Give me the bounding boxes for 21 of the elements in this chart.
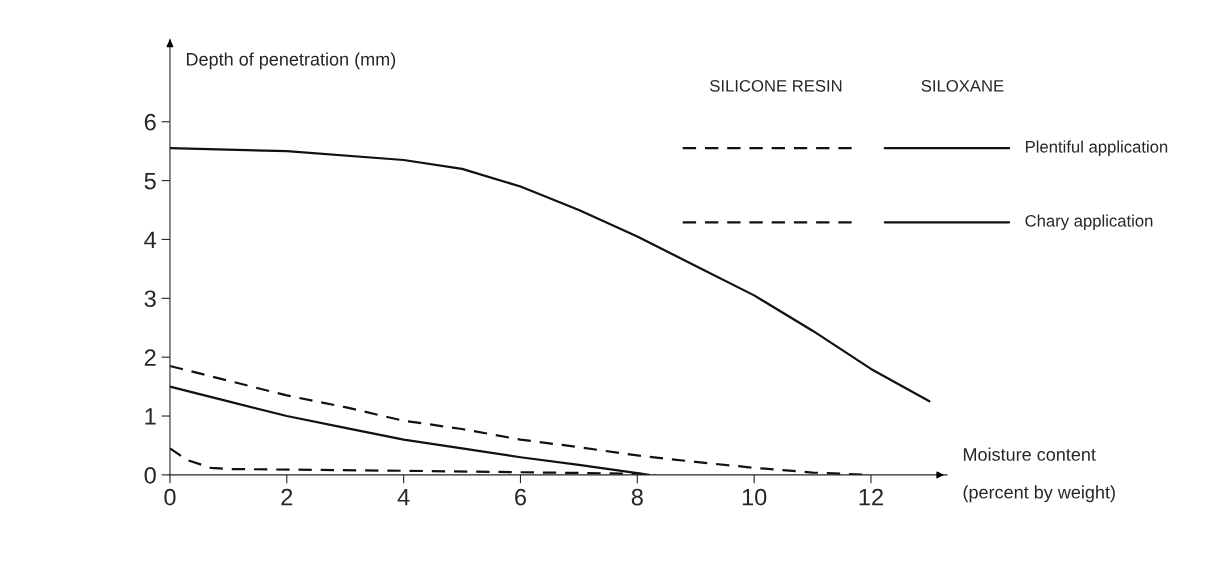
y-tick-label: 6 [144,113,156,131]
y-tick-label: 1 [145,408,156,425]
y-tick-label: 0 [144,466,156,484]
x-tick-label: 10 [742,488,767,506]
y-tick-label: 2 [144,349,156,366]
y-tick-label: 5 [144,172,156,190]
x-tick-label: 0 [164,488,176,506]
x-tick-label: 2 [281,488,293,506]
x-tick-label: 12 [859,488,883,506]
text: Chary application [1025,214,1153,231]
text: Plentiful application [1025,140,1168,156]
y-tick-label: 3 [144,290,156,308]
x-tick-label: 4 [397,488,410,506]
y-tick-label: 4 [144,231,157,249]
annotation: SILOXANE [921,79,1004,92]
x-tick-label: 8 [631,488,643,506]
text: Moisture content (percent by weight) [963,447,1115,503]
line-series [169,147,931,403]
x-tick-label: 6 [515,488,526,506]
annotation: SILICONE RESIN [710,79,842,92]
y-axis-title: Depth of penetration (mm) [186,52,396,70]
